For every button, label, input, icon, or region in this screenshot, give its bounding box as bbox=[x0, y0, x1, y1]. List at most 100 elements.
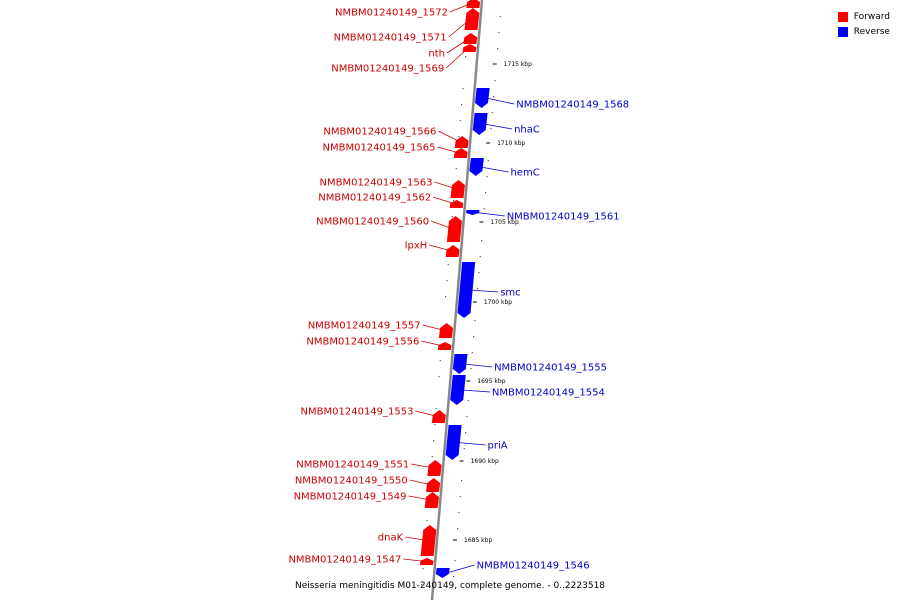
gene-arrow-priA bbox=[445, 425, 462, 460]
scale-minor-tick bbox=[485, 192, 487, 194]
scale-minor-tick bbox=[421, 584, 423, 586]
leader-line-NMBM01240149_1554 bbox=[461, 389, 490, 393]
gene-arrow-NMBM01240149_1546 bbox=[435, 568, 450, 578]
gene-label-NMBM01240149_1569: NMBM01240149_1569 bbox=[331, 64, 444, 75]
scale-minor-tick bbox=[439, 360, 441, 362]
scale-minor-tick bbox=[438, 376, 440, 378]
scale-minor-tick bbox=[447, 264, 449, 266]
scale-minor-tick bbox=[461, 480, 463, 482]
leader-line-NMBM01240149_1550 bbox=[409, 479, 432, 486]
gene-label-NMBM01240149_1565: NMBM01240149_1565 bbox=[322, 143, 435, 154]
forward-swatch-icon bbox=[837, 11, 848, 22]
gene-label-lpxH: lpxH bbox=[405, 241, 428, 252]
scale-minor-tick bbox=[479, 256, 481, 258]
scale-minor-tick bbox=[477, 288, 479, 290]
gene-label-NMBM01240149_1561: NMBM01240149_1561 bbox=[507, 212, 620, 223]
gene-arrow-dnaK bbox=[420, 525, 437, 556]
leader-line-NMBM01240149_1563 bbox=[434, 181, 457, 190]
gene-arrow-NMBM01240149_1562 bbox=[449, 200, 464, 208]
leader-line-NMBM01240149_1553 bbox=[415, 410, 438, 417]
leader-line-NMBM01240149_1569 bbox=[445, 47, 469, 69]
scale-minor-tick bbox=[426, 520, 428, 522]
scale-minor-tick bbox=[454, 560, 456, 562]
scale-minor-tick bbox=[471, 352, 473, 354]
scale-tick-label: 1715 kbp bbox=[504, 61, 532, 68]
legend-label-reverse: Reverse bbox=[853, 26, 890, 37]
gene-arrow-NMBM01240149_1551 bbox=[427, 460, 442, 476]
reverse-swatch-icon bbox=[837, 26, 848, 37]
scale-tick-label: 1700 kbp bbox=[484, 299, 512, 306]
scale-minor-tick bbox=[481, 240, 483, 242]
gene-label-nth: nth bbox=[428, 49, 445, 60]
gene-label-smc: smc bbox=[500, 288, 520, 299]
gene-arrow-nth bbox=[463, 33, 478, 44]
scale-minor-tick bbox=[459, 496, 461, 498]
scale-minor-tick bbox=[474, 320, 476, 322]
leader-line-NMBM01240149_1547 bbox=[403, 558, 426, 562]
legend-label-forward: Forward bbox=[853, 11, 890, 22]
leader-line-NMBM01240149_1555 bbox=[464, 363, 493, 368]
gene-label-NMBM01240149_1547: NMBM01240149_1547 bbox=[288, 555, 401, 566]
leader-line-NMBM01240149_1549 bbox=[408, 495, 431, 501]
gene-label-NMBM01240149_1550: NMBM01240149_1550 bbox=[295, 476, 408, 487]
scale-minor-tick bbox=[467, 400, 469, 402]
scale-tick-label: 1690 kbp bbox=[471, 458, 499, 465]
gene-arrow-NMBM01240149_1568 bbox=[475, 88, 490, 108]
gene-label-nhaC: nhaC bbox=[514, 125, 540, 136]
leader-line-lpxH bbox=[429, 244, 452, 252]
gene-label-NMBM01240149_1563: NMBM01240149_1563 bbox=[319, 178, 432, 189]
leader-line-NMBM01240149_1551 bbox=[411, 463, 434, 469]
gene-arrow-nhaC bbox=[472, 113, 488, 135]
gene-arrow-hemC bbox=[469, 158, 484, 176]
scale-minor-tick bbox=[470, 368, 472, 370]
gene-arrow-NMBM01240149_1572 bbox=[466, 0, 481, 8]
scale-minor-tick bbox=[434, 424, 436, 426]
gene-features bbox=[419, 0, 490, 578]
gene-label-NMBM01240149_1562: NMBM01240149_1562 bbox=[318, 193, 431, 204]
leader-line-NMBM01240149_1556 bbox=[421, 340, 444, 347]
gene-label-NMBM01240149_1551: NMBM01240149_1551 bbox=[296, 460, 409, 471]
gene-label-priA: priA bbox=[488, 441, 508, 452]
scale-minor-tick bbox=[459, 120, 461, 122]
gene-arrow-smc bbox=[457, 262, 476, 318]
scale-minor-tick bbox=[445, 296, 447, 298]
gene-label-hemC: hemC bbox=[510, 168, 539, 179]
scale-minor-tick bbox=[453, 576, 455, 578]
gene-label-NMBM01240149_1556: NMBM01240149_1556 bbox=[306, 337, 419, 348]
scale-minor-tick bbox=[458, 512, 460, 514]
gene-label-NMBM01240149_1553: NMBM01240149_1553 bbox=[301, 407, 414, 418]
gene-arrow-NMBM01240149_1554 bbox=[450, 375, 466, 405]
gene-arrow-NMBM01240149_1560 bbox=[446, 216, 462, 242]
gene-label-NMBM01240149_1546: NMBM01240149_1546 bbox=[477, 561, 590, 572]
scale-minor-tick bbox=[422, 568, 424, 570]
gene-label-NMBM01240149_1566: NMBM01240149_1566 bbox=[323, 127, 436, 138]
scale-tick-label: 1705 kbp bbox=[491, 219, 519, 226]
leader-line-NMBM01240149_1560 bbox=[430, 220, 454, 230]
map-caption: Neisseria meningitidis M01-240149, compl… bbox=[295, 581, 605, 591]
scale-minor-tick bbox=[465, 432, 467, 434]
scale-minor-tick bbox=[435, 408, 437, 410]
leader-line-NMBM01240149_1565 bbox=[437, 146, 460, 154]
genome-backbone bbox=[430, 0, 484, 600]
gene-arrow-NMBM01240149_1563 bbox=[450, 180, 465, 198]
scale-minor-tick bbox=[455, 168, 457, 170]
scale-minor-tick bbox=[498, 32, 500, 34]
gene-label-NMBM01240149_1555: NMBM01240149_1555 bbox=[494, 363, 607, 374]
scale-minor-tick bbox=[457, 528, 459, 530]
leader-line-smc bbox=[470, 289, 499, 293]
gene-arrow-NMBM01240149_1571 bbox=[464, 8, 480, 30]
scale-tick-label: 1695 kbp bbox=[477, 378, 505, 385]
leader-line-priA bbox=[457, 442, 486, 446]
leader-line-dnaK bbox=[405, 536, 428, 541]
gene-arrow-NMBM01240149_1547 bbox=[419, 558, 434, 565]
scale-minor-tick bbox=[446, 280, 448, 282]
leader-line-NMBM01240149_1572 bbox=[449, 2, 473, 13]
gene-arrow-NMBM01240149_1550 bbox=[426, 478, 441, 492]
leader-line-hemC bbox=[480, 166, 509, 173]
gene-label-NMBM01240149_1571: NMBM01240149_1571 bbox=[334, 33, 447, 44]
scale-minor-tick bbox=[497, 48, 499, 50]
leader-line-nhaC bbox=[483, 123, 513, 130]
scale-minor-tick bbox=[483, 208, 485, 210]
